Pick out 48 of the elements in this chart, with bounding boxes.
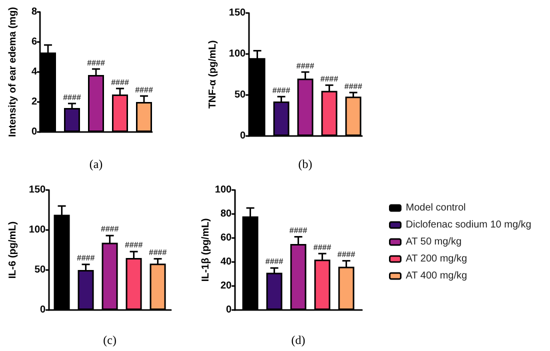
y-tick-label: 100 <box>214 184 232 196</box>
y-tick-label: 50 <box>234 90 246 100</box>
data-label: #### <box>313 242 332 252</box>
y-tick-label: 40 <box>220 256 232 268</box>
y-tick-label: 100 <box>28 224 46 236</box>
y-axis-title: TNF-α (pg/mL) <box>208 40 218 109</box>
y-tick-label: 8 <box>31 6 38 18</box>
x-axis-title: (d) <box>291 333 306 347</box>
data-label: #### <box>296 61 315 70</box>
data-label: #### <box>63 92 82 102</box>
data-label: #### <box>272 86 291 95</box>
y-tick-label: 150 <box>28 184 46 196</box>
y-tick-label: 4 <box>31 66 38 78</box>
y-tick-label: 0 <box>31 126 38 138</box>
legend-label: Model control <box>406 202 466 214</box>
data-label: #### <box>124 240 144 250</box>
data-label: #### <box>289 226 308 235</box>
y-axis-title: IL-1β (pg/mL) <box>200 218 212 282</box>
data-label: #### <box>337 250 356 259</box>
y-tick-label: 0 <box>226 304 232 316</box>
y-tick-label: 60 <box>220 232 232 244</box>
y-tick-label: 100 <box>228 48 246 60</box>
data-label: #### <box>135 85 154 94</box>
y-tick-label: 0 <box>240 130 246 142</box>
data-label: #### <box>265 257 284 266</box>
data-label: #### <box>87 58 106 68</box>
data-label: #### <box>320 74 339 84</box>
data-label: #### <box>344 82 363 91</box>
data-label: #### <box>111 78 130 87</box>
data-label: #### <box>76 254 96 263</box>
data-label: #### <box>100 224 120 234</box>
y-tick-label: 6 <box>31 36 38 48</box>
y-tick-label: 2 <box>31 96 38 108</box>
legend-label: AT 50 mg/kg <box>406 236 462 248</box>
y-tick-label: 20 <box>220 280 232 292</box>
y-tick-label: 0 <box>40 304 46 316</box>
y-tick-label: 150 <box>228 8 246 18</box>
y-tick-label: 50 <box>34 264 46 276</box>
y-axis-title: IL-6 (pg/mL) <box>8 221 18 279</box>
x-axis-title: (b) <box>298 157 312 171</box>
y-tick-label: 80 <box>220 208 232 220</box>
x-axis-title: (a) <box>89 157 103 171</box>
data-label: #### <box>148 248 168 258</box>
x-axis-title: (c) <box>103 333 116 347</box>
y-axis-title: Intensity of ear edema (mg) <box>8 6 18 138</box>
legend-label: Diclofenac sodium 10 mg/kg <box>406 220 532 230</box>
legend-label: AT 200 mg/kg <box>406 254 468 264</box>
legend-label: AT 400 mg/kg <box>406 270 468 282</box>
